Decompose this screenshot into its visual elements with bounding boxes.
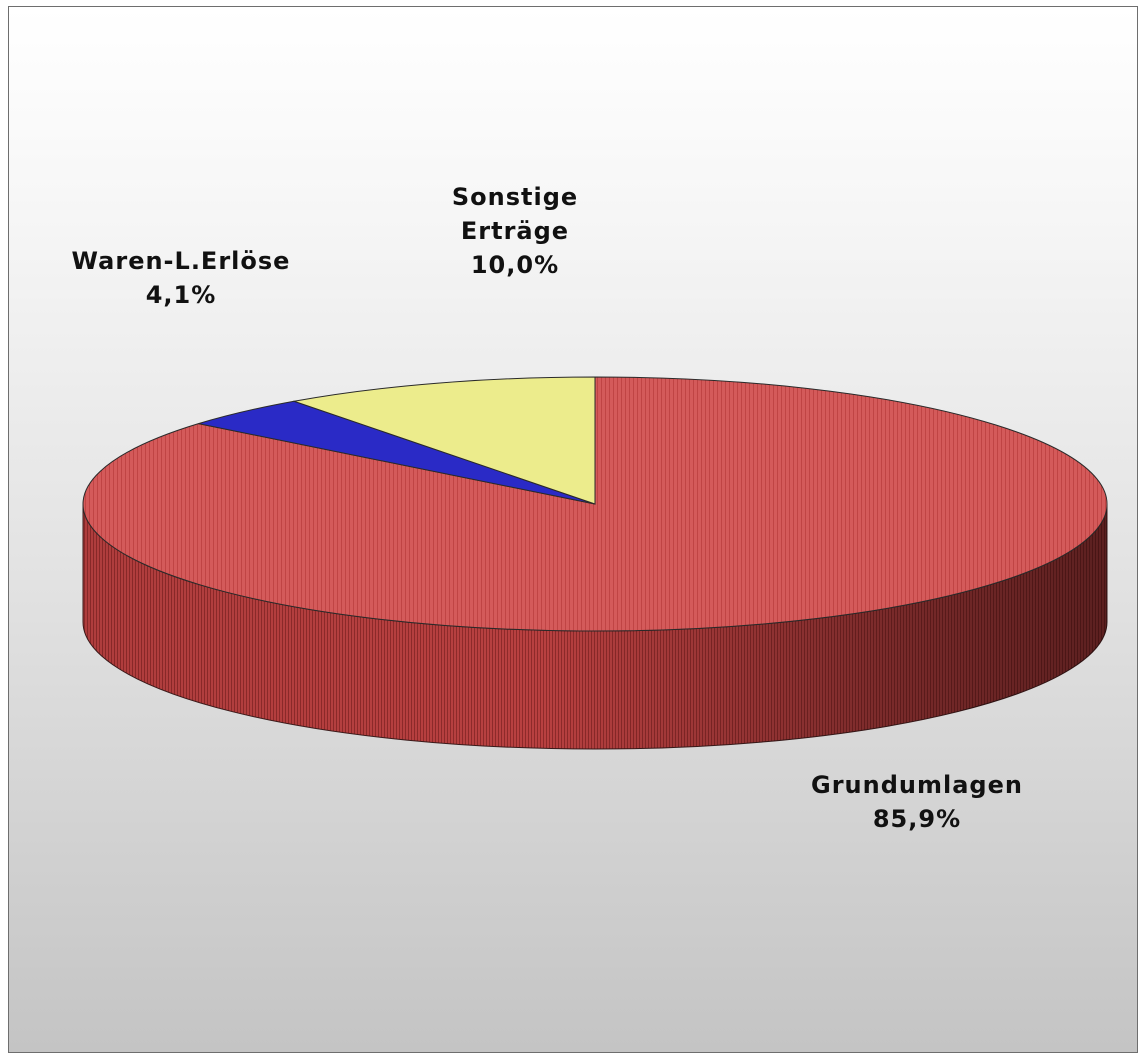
slice-label-grundumlagen: Grundumlagen: [811, 771, 1023, 799]
slice-pct-sonstige-erträge: 10,0%: [471, 251, 559, 279]
slice-pct-waren-l-erlöse: 4,1%: [146, 281, 217, 309]
pie-chart: Grundumlagen 85,9% Waren-L.Erlöse 4,1% Sonst…: [72, 183, 1108, 833]
chart-area: Grundumlagen 85,9% Waren-L.Erlöse 4,1% Sonst…: [8, 6, 1138, 1053]
slice-label-waren-l-erlöse: Waren-L.Erlöse: [72, 247, 291, 275]
pie-slice-sonstige-erträge: [292, 376, 596, 505]
slice-label-sonstige-erträge: Sonstige: [452, 183, 578, 211]
pie-side-shade-grundumlagen: [83, 504, 1107, 749]
slice-label-sonstige-erträge: Erträge: [461, 217, 569, 245]
slice-pct-grundumlagen: 85,9%: [873, 805, 961, 833]
